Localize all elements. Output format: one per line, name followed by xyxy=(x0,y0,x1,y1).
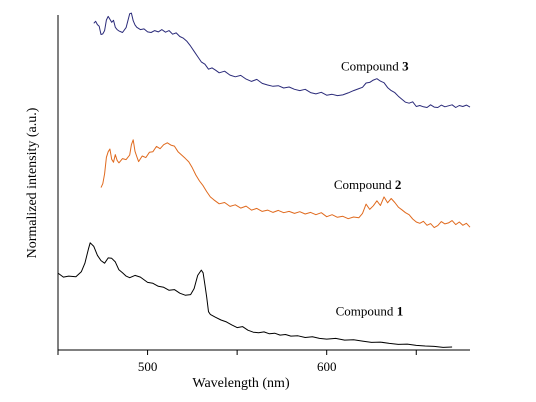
series-line-compound-3 xyxy=(93,12,471,108)
series-label-compound-1: Compound 1 xyxy=(336,303,404,318)
axes xyxy=(57,15,470,351)
y-axis-label: Normalized intensity (a.u.) xyxy=(25,107,40,258)
series-line-compound-2 xyxy=(100,139,471,229)
x-tick-label: 500 xyxy=(138,359,158,374)
x-axis-label: Wavelength (nm) xyxy=(192,376,290,391)
series-labels: Compound 1 Compound 2 Compound 3 xyxy=(334,58,409,318)
series-line-compound-1 xyxy=(57,242,453,348)
series-lines xyxy=(57,12,471,348)
series-label-compound-3: Compound 3 xyxy=(341,58,409,73)
series-label-compound-2: Compound 2 xyxy=(334,177,402,192)
x-axis-ticks: 500 600 xyxy=(57,350,417,374)
x-tick-label: 600 xyxy=(317,359,337,374)
